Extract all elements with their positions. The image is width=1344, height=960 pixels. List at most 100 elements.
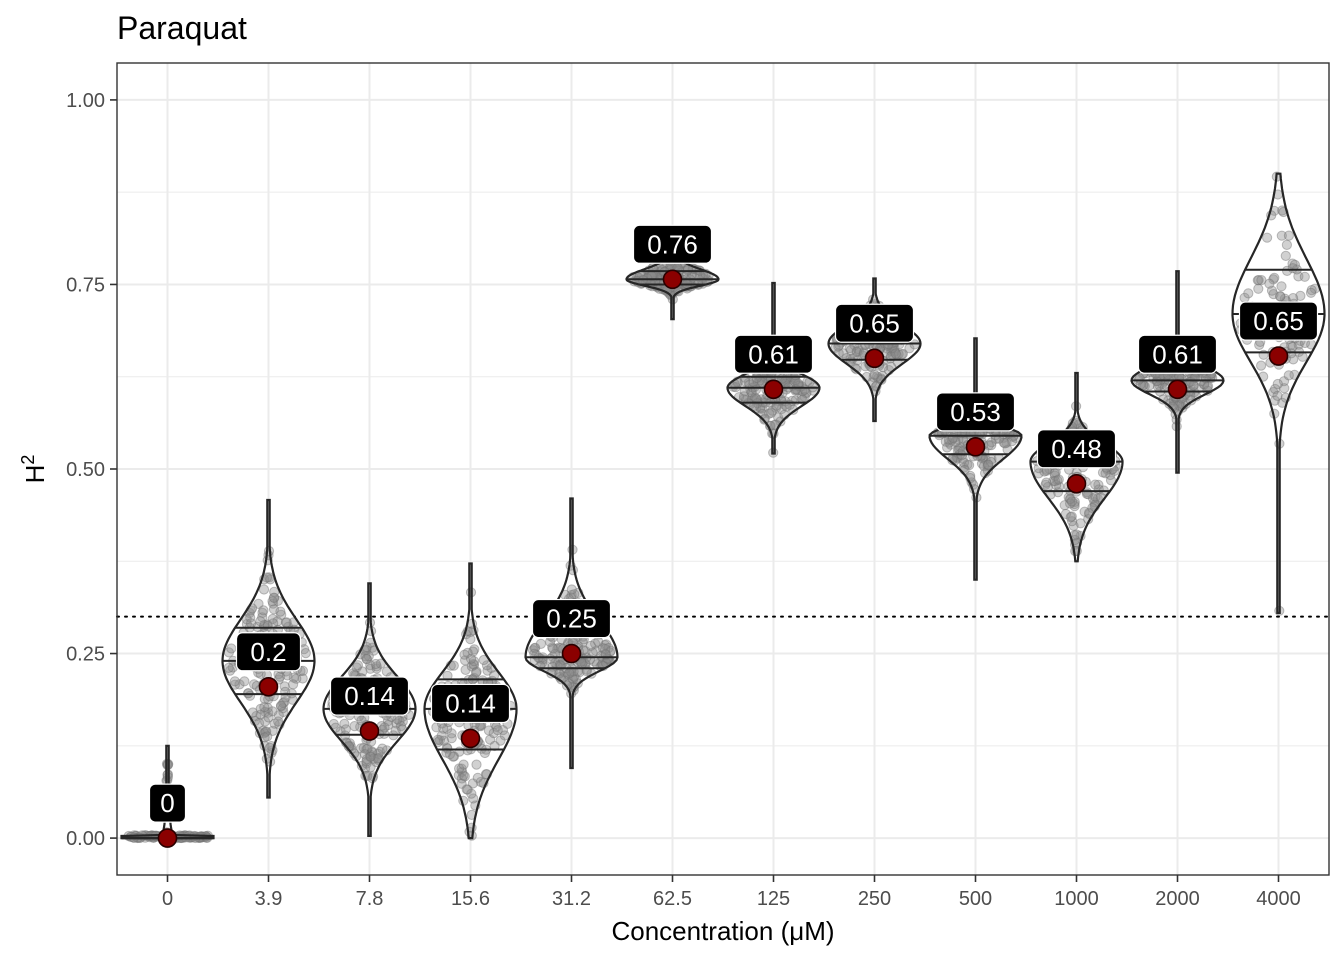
jitter-point xyxy=(357,666,368,677)
jitter-point xyxy=(986,440,997,451)
jitter-point xyxy=(976,458,988,469)
estimate-label-text: 0.53 xyxy=(950,397,1001,427)
jitter-point xyxy=(488,728,499,739)
jitter-point xyxy=(893,349,904,360)
jitter-point xyxy=(361,758,372,769)
jitter-point xyxy=(1079,506,1090,517)
jitter-point xyxy=(272,616,283,627)
jitter-point xyxy=(239,676,250,687)
estimate-label: 0.53 xyxy=(935,392,1016,432)
jitter-point xyxy=(585,640,597,651)
jitter-point xyxy=(269,718,280,729)
jitter-point xyxy=(362,743,373,754)
jitter-point xyxy=(1069,496,1080,507)
jitter-point xyxy=(529,643,540,654)
jitter-point xyxy=(268,592,279,603)
estimate-point xyxy=(1066,473,1087,494)
jitter-point xyxy=(838,348,849,359)
jitter-point xyxy=(394,715,405,727)
jitter-point xyxy=(255,709,266,720)
jitter-point xyxy=(492,725,503,736)
jitter-point xyxy=(1105,475,1117,486)
jitter-point xyxy=(563,675,574,687)
x-tick-label: 31.2 xyxy=(552,888,591,910)
jitter-point xyxy=(942,442,953,453)
estimate-label-text: 0 xyxy=(160,788,174,818)
estimate-label-box xyxy=(148,783,187,823)
jitter-point xyxy=(365,749,376,760)
jitter-point xyxy=(367,747,378,758)
jitter-point xyxy=(472,772,483,783)
jitter-point xyxy=(529,648,540,659)
jitter-point xyxy=(1278,376,1290,387)
jitter-point xyxy=(471,666,482,677)
estimate-label-box xyxy=(1238,301,1319,341)
jitter-point xyxy=(1007,431,1019,442)
jitter-point xyxy=(1287,258,1298,269)
jitter-point xyxy=(1065,494,1076,505)
estimate-label-box xyxy=(430,683,511,724)
jitter-point xyxy=(1049,470,1061,481)
jitter-point xyxy=(553,642,564,653)
jitter-point xyxy=(1279,383,1290,394)
jitter-point xyxy=(566,584,577,595)
jitter-point xyxy=(749,400,760,411)
jitter-point xyxy=(1288,293,1299,304)
jitter-point xyxy=(868,372,879,383)
jitter-point xyxy=(1048,476,1059,487)
y-tick-label: 0.25 xyxy=(66,644,105,666)
x-tick-label: 7.8 xyxy=(356,888,384,910)
jitter-point xyxy=(276,609,287,621)
violin-outline xyxy=(1029,371,1124,563)
y-axis-title-superscript: 2 xyxy=(18,455,38,465)
jitter-point xyxy=(552,643,563,655)
jitter-point xyxy=(641,273,653,284)
estimate-label-text: 0.14 xyxy=(445,688,496,718)
jitter-point xyxy=(344,738,355,749)
jitter-point xyxy=(600,648,611,659)
x-tick-label: 4000 xyxy=(1256,888,1301,910)
jitter-point xyxy=(263,712,274,723)
estimate-label-text: 0.65 xyxy=(849,308,900,338)
jitter-point xyxy=(1001,437,1012,448)
violin-group xyxy=(625,255,720,321)
jitter-point xyxy=(467,778,478,789)
jitter-point xyxy=(1281,239,1293,250)
jitter-point xyxy=(462,784,473,795)
jitter-point xyxy=(1256,360,1267,371)
jitter-point xyxy=(469,644,480,655)
jitter-point xyxy=(535,653,546,664)
jitter-point xyxy=(1093,479,1104,490)
jitter-point xyxy=(381,666,392,677)
jitter-point xyxy=(281,617,292,628)
jitter-point xyxy=(267,706,278,717)
violin-outline xyxy=(423,562,518,840)
jitter-point xyxy=(460,664,471,676)
y-tick-label: 0.50 xyxy=(66,459,105,481)
jitter-point xyxy=(982,465,994,476)
jitter-point xyxy=(267,613,278,625)
jitter-point xyxy=(1071,529,1082,540)
jitter-point xyxy=(1069,501,1080,512)
jitter-point xyxy=(456,763,467,774)
jitter-point xyxy=(361,654,373,665)
jitter-point xyxy=(249,679,260,690)
jitter-point xyxy=(459,649,470,660)
jitter-point xyxy=(1177,402,1188,413)
chart-title: Paraquat xyxy=(117,10,247,46)
jitter-point xyxy=(764,408,775,419)
jitter-point xyxy=(1174,400,1185,411)
jitter-point xyxy=(890,348,901,359)
jitter-point xyxy=(434,735,445,746)
jitter-point xyxy=(288,679,299,690)
estimate-point xyxy=(864,348,885,369)
jitter-point xyxy=(442,670,453,681)
jitter-point xyxy=(351,662,362,673)
estimate-label: 0.2 xyxy=(235,632,302,672)
y-axis-title: H2 xyxy=(18,455,50,484)
jitter-point xyxy=(1275,291,1286,302)
jitter-point xyxy=(361,754,372,765)
jitter-point xyxy=(530,642,541,653)
jitter-point xyxy=(1158,376,1170,387)
jitter-point xyxy=(340,724,351,735)
